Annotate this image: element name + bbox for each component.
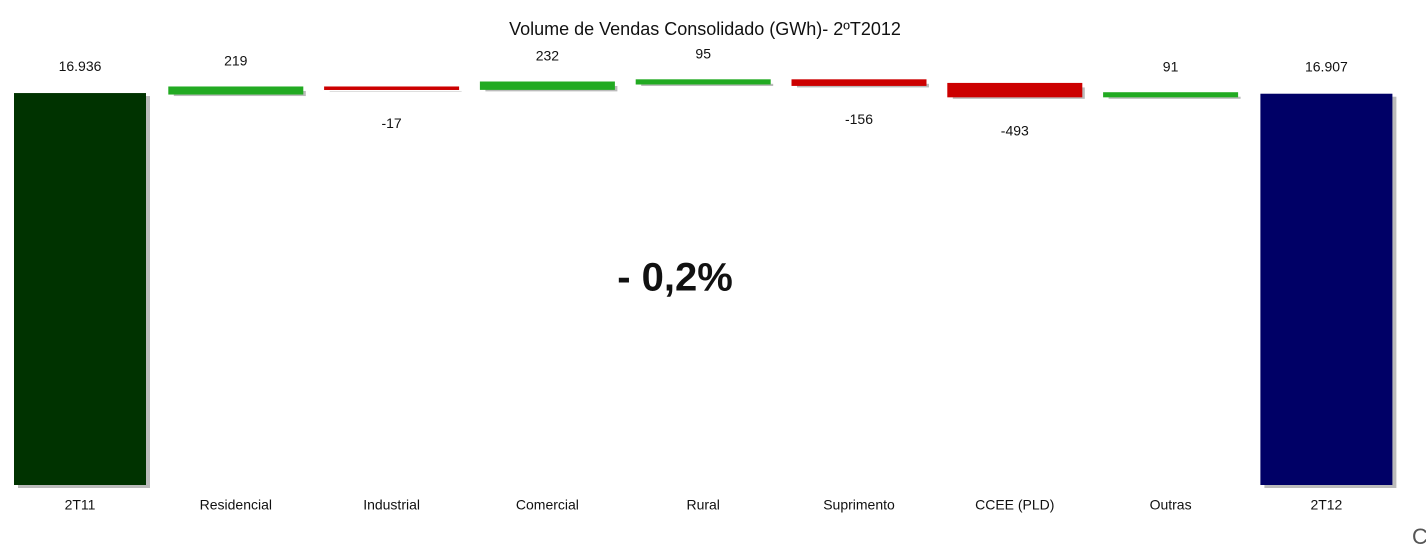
value-label: -17: [381, 115, 401, 131]
x-tick-label: Comercial: [516, 497, 579, 513]
bar: [1260, 93, 1393, 485]
bar-shadow: [1108, 96, 1241, 99]
bar: [635, 79, 771, 85]
bar: [947, 82, 1083, 98]
x-tick-label: Outras: [1150, 497, 1192, 513]
x-tick-label: 2T11: [65, 497, 96, 513]
annotation: - 0,2%: [617, 256, 733, 300]
bar: [324, 86, 460, 90]
bar: [168, 86, 304, 95]
value-label: 219: [224, 53, 248, 69]
value-label: 16.936: [59, 58, 102, 74]
x-tick-label: Residencial: [200, 497, 272, 513]
bar: [791, 79, 927, 86]
value-label: 95: [695, 46, 711, 62]
x-tick-label: Industrial: [363, 497, 420, 513]
corner-text: C: [1412, 524, 1426, 549]
x-tick-label: 2T12: [1310, 497, 1342, 513]
value-label: -493: [1001, 123, 1029, 139]
value-label: 16.907: [1305, 58, 1348, 74]
x-tick-label: Rural: [686, 497, 719, 513]
bar: [1103, 92, 1239, 98]
bar-shadow: [641, 83, 774, 87]
x-tick-label: Suprimento: [823, 497, 895, 513]
value-label: -156: [845, 111, 873, 127]
chart-title: Volume de Vendas Consolidado (GWh)- 2ºT2…: [509, 19, 901, 39]
bar-shadow: [329, 90, 462, 92]
bar: [479, 81, 615, 90]
value-label: 91: [1163, 58, 1179, 74]
x-tick-label: CCEE (PLD): [975, 497, 1054, 513]
bar: [14, 93, 146, 485]
value-label: 232: [536, 48, 560, 64]
